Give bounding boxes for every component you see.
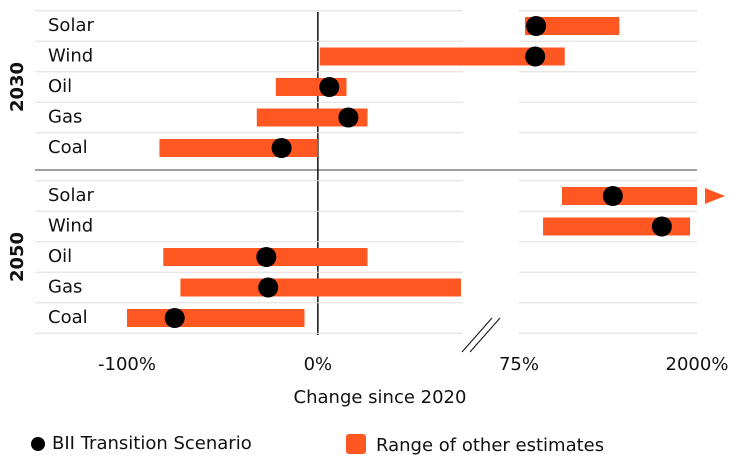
category-label: Gas xyxy=(48,277,82,298)
group-label: 2050 xyxy=(7,232,28,282)
category-label: Oil xyxy=(48,246,72,267)
category-label: Solar xyxy=(48,185,94,206)
range-bar xyxy=(127,309,305,327)
scenario-dot xyxy=(338,107,359,128)
range-bar xyxy=(525,17,620,35)
category-label: Coal xyxy=(48,307,88,328)
scenario-dot xyxy=(319,77,340,97)
axis-break xyxy=(469,317,501,353)
range-bar xyxy=(561,187,697,205)
range-bar xyxy=(453,47,565,66)
category-label: Gas xyxy=(48,107,82,128)
axis-break xyxy=(461,317,493,353)
category-label: Wind xyxy=(48,46,93,67)
range-bar xyxy=(159,139,318,157)
x-tick-label: -100% xyxy=(98,354,156,375)
category-label: Wind xyxy=(48,216,93,237)
scenario-dot xyxy=(258,277,279,298)
scenario-dot xyxy=(256,247,277,267)
x-tick-label: 2000% xyxy=(666,354,729,375)
x-tick-label: 75% xyxy=(499,354,539,375)
legend-label: Range of other estimates xyxy=(376,435,604,456)
overflow-arrow xyxy=(705,188,725,204)
category-label: Solar xyxy=(48,15,94,36)
scenario-dot xyxy=(271,138,292,158)
group-label: 2030 xyxy=(7,62,28,112)
category-label: Oil xyxy=(48,76,72,97)
category-label: Coal xyxy=(48,137,88,158)
scenario-dot xyxy=(526,16,547,36)
range-bar xyxy=(180,278,461,297)
x-tick-label: 0% xyxy=(304,354,333,375)
legend-label: BII Transition Scenario xyxy=(52,433,252,454)
scenario-dot xyxy=(651,216,672,237)
legend-swatch xyxy=(346,434,366,454)
scenario-dot xyxy=(602,186,623,206)
x-axis-label: Change since 2020 xyxy=(294,387,467,408)
scenario-dot xyxy=(164,308,185,328)
legend-dot xyxy=(31,437,45,451)
scenario-dot xyxy=(525,46,546,67)
